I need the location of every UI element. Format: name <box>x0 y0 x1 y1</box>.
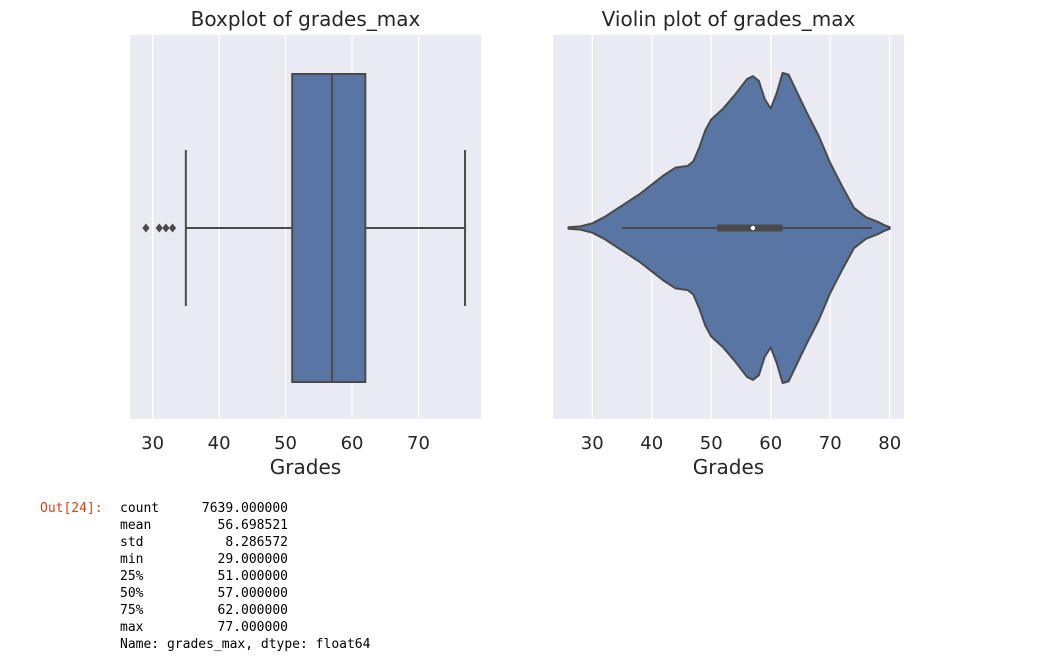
stat-key: 25% <box>120 569 144 584</box>
stat-row-std: std 8.286572 <box>120 534 370 551</box>
stat-value: 51.000000 <box>217 569 288 584</box>
stat-row-min: min 29.000000 <box>120 551 370 568</box>
violin-panel: Violin plot of grades_max 30 40 50 60 70 80 G… <box>553 7 904 479</box>
violin-tick-label: 60 <box>759 433 782 454</box>
boxplot-tick-label: 30 <box>141 433 164 454</box>
violin-title: Violin plot of grades_max <box>602 7 856 31</box>
stat-value: 62.000000 <box>217 603 288 618</box>
stat-key: max <box>120 620 144 635</box>
output-prompt: Out[24]: <box>40 501 103 516</box>
outlier-point <box>168 223 177 233</box>
boxplot-x-ticks: 30 40 50 60 70 <box>141 433 430 454</box>
violin-tick-label: 30 <box>581 433 604 454</box>
stat-row-count: count 7639.000000 <box>120 500 370 517</box>
stat-key: std <box>120 535 144 550</box>
outlier-point <box>142 223 150 233</box>
stat-row-25: 25% 51.000000 <box>120 568 370 585</box>
boxplot-xlabel: Grades <box>270 455 341 479</box>
stat-key: min <box>120 552 144 567</box>
violin-x-ticks: 30 40 50 60 70 80 <box>581 433 901 454</box>
violin-tick-label: 70 <box>819 433 842 454</box>
boxplot-tick-label: 40 <box>208 433 231 454</box>
describe-output: count 7639.000000 mean 56.698521 std 8.2865… <box>120 500 370 653</box>
series-footer: Name: grades_max, dtype: float64 <box>120 637 371 652</box>
violin-marks <box>567 72 891 384</box>
stat-value: 57.000000 <box>217 586 288 601</box>
boxplot-marks <box>142 73 467 383</box>
violin-tick-label: 50 <box>700 433 723 454</box>
violin-tick-label: 40 <box>640 433 663 454</box>
boxplot-tick-label: 60 <box>341 433 364 454</box>
stat-row-75: 75% 62.000000 <box>120 602 370 619</box>
stat-value: 56.698521 <box>217 518 288 533</box>
violin-median-point <box>750 225 756 231</box>
violin-xlabel: Grades <box>693 455 764 479</box>
box-iqr <box>291 73 367 383</box>
stat-value: 77.000000 <box>217 620 288 635</box>
stat-key: count <box>120 501 160 516</box>
stat-row-mean: mean 56.698521 <box>120 517 370 534</box>
outlier-point <box>162 223 170 233</box>
stat-value: 29.000000 <box>217 552 288 567</box>
boxplot-tick-label: 70 <box>407 433 430 454</box>
boxplot-panel: Boxplot of grades_max 30 40 50 60 70 Grades <box>130 7 481 479</box>
stat-row-50: 50% 57.000000 <box>120 585 370 602</box>
violin-iqr-box <box>717 224 783 232</box>
stat-key: 75% <box>120 603 144 618</box>
stat-key: mean <box>120 518 152 533</box>
boxplot-tick-label: 50 <box>274 433 297 454</box>
outlier-point <box>155 223 163 233</box>
violin-tick-label: 80 <box>878 433 901 454</box>
stat-row-max: max 77.000000 <box>120 619 370 636</box>
figure: Boxplot of grades_max 30 40 50 60 70 Grades … <box>130 7 904 479</box>
boxplot-title: Boxplot of grades_max <box>191 7 421 31</box>
stat-value: 7639.000000 <box>201 501 288 516</box>
stat-value: 8.286572 <box>225 535 288 550</box>
stat-key: 50% <box>120 586 144 601</box>
